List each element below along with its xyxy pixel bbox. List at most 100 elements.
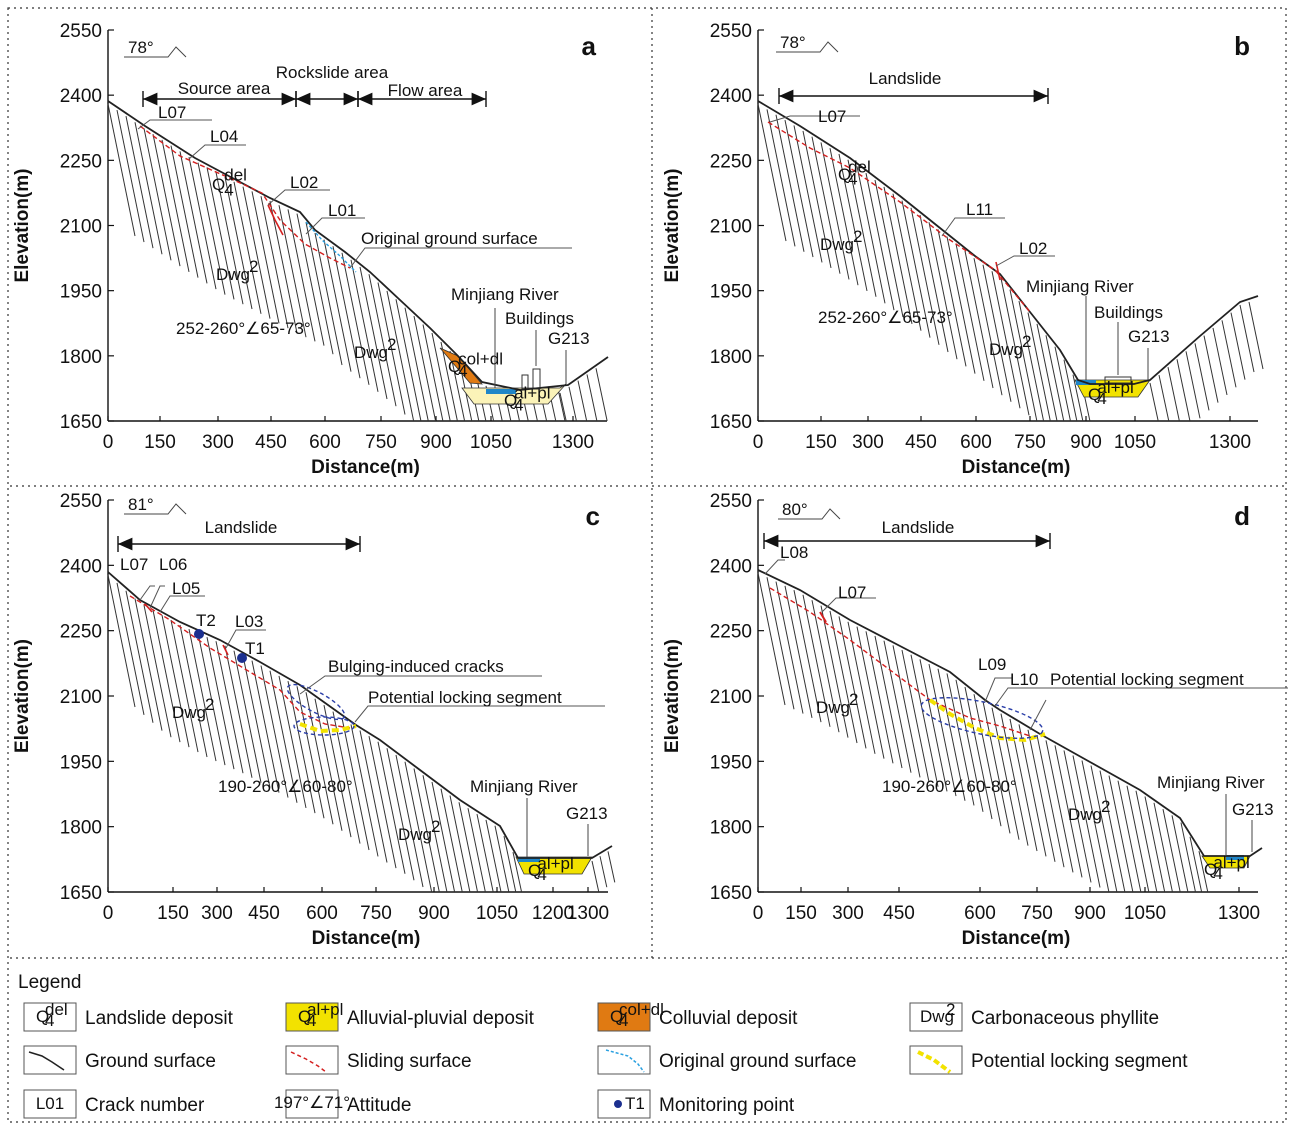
rock-hatch xyxy=(964,250,994,389)
legend-symbol-sub: 4 xyxy=(619,1011,628,1030)
rock-hatch xyxy=(485,819,502,893)
rock-hatch xyxy=(170,619,199,753)
crack-L09-leader xyxy=(984,677,1012,703)
rock-hatch xyxy=(1000,278,1030,416)
rock-hatch xyxy=(1090,765,1118,893)
rock-hatch xyxy=(233,181,262,314)
landslide-deposit-symbol-sub: 4 xyxy=(848,169,857,188)
rock-hatch xyxy=(197,162,226,295)
rock-hatch xyxy=(1203,335,1219,403)
rock-hatch xyxy=(919,214,949,353)
y-tick-label: 2550 xyxy=(710,21,752,42)
river-water xyxy=(486,389,516,394)
x-tick-label: 450 xyxy=(905,432,937,453)
locking-segment-ellipse xyxy=(293,716,355,736)
legend-swatch-crack-number xyxy=(23,1089,77,1119)
rock-hatch xyxy=(215,172,244,305)
rock-hatch xyxy=(1117,780,1142,893)
rock-hatch xyxy=(1099,770,1126,893)
legend-swatch-carbonaceous-phyllite xyxy=(909,1002,963,1032)
rock-hatch xyxy=(107,574,136,708)
locking-segment-label: Potential locking segment xyxy=(1050,670,1244,689)
rock-hatch xyxy=(928,663,957,797)
legend-item-potential-locking-segment: Potential locking segment xyxy=(917,1050,1188,1074)
rock-hatch xyxy=(838,616,867,749)
y-tick-label: 2100 xyxy=(710,217,752,238)
legend-swatch-colluvial-deposit xyxy=(597,1002,651,1032)
river-label: Minjiang River xyxy=(1026,277,1134,296)
rock-hatch xyxy=(829,148,859,286)
rock-hatch xyxy=(1063,750,1092,883)
rock-hatch xyxy=(883,186,913,324)
rock-hatch xyxy=(125,116,154,249)
road-label: G213 xyxy=(1128,327,1170,346)
rock-hatch xyxy=(1171,815,1189,893)
panel-letter: c xyxy=(586,501,600,531)
locking-segment-label-leader xyxy=(354,705,605,723)
legend-symbol-sup: 2 xyxy=(946,1000,955,1019)
landslide-label: Landslide xyxy=(882,518,955,537)
x-tick-label: 900 xyxy=(420,432,452,453)
legend-item-attitude: 197°∠71°Attitude xyxy=(274,1093,412,1116)
y-tick-label: 1650 xyxy=(60,412,102,433)
rock-hatch xyxy=(937,668,966,801)
crack-L01: L01 xyxy=(328,201,356,220)
alluvial-deposit-symbol-sup: al+pl xyxy=(1097,378,1133,397)
rock-hatch xyxy=(1221,320,1237,388)
rock-hatch xyxy=(1108,775,1134,893)
buildings-label: Buildings xyxy=(505,309,574,328)
legend-crack-symbol: L01 xyxy=(36,1094,64,1113)
y-tick-label: 1950 xyxy=(710,752,752,773)
attitude-label: 252-260°∠65-73° xyxy=(818,308,953,327)
legend-label-colluvial-deposit: Colluvial deposit xyxy=(659,1008,798,1029)
rock-hatch xyxy=(1239,304,1255,373)
rock-hatch xyxy=(901,200,931,338)
rock-hatch xyxy=(251,660,280,793)
rock-hatch xyxy=(982,701,1011,834)
y-tick-label: 2550 xyxy=(60,491,102,512)
crack-L05-leader xyxy=(159,595,205,613)
x-tick-label: 600 xyxy=(964,903,996,924)
x-tick-label: 450 xyxy=(883,903,915,924)
source-area-label: Source area xyxy=(178,79,271,98)
rock-hatch xyxy=(757,572,786,706)
rock-hatch xyxy=(242,655,271,788)
alluvial-deposit-symbol: Q xyxy=(528,861,541,880)
x-tick-label: 750 xyxy=(365,432,397,453)
rock-hatch xyxy=(242,186,271,319)
crack-L01-leader xyxy=(305,217,365,235)
rock-hatch xyxy=(1054,745,1083,878)
y-axis-title: Elevation(m) xyxy=(12,168,33,282)
rock-hatch xyxy=(1063,359,1078,422)
rock-hatch xyxy=(179,151,208,284)
crack-L02-leader xyxy=(995,255,1055,267)
rock-hatch xyxy=(161,139,190,272)
rock-hatch xyxy=(125,590,154,723)
phyllite-label-sup: 2 xyxy=(205,695,214,714)
x-tick-label: 150 xyxy=(805,432,837,453)
rock-hatch xyxy=(559,392,567,422)
rock-hatch xyxy=(793,590,822,723)
river-label: Minjiang River xyxy=(451,285,559,304)
rock-hatch xyxy=(359,266,388,400)
legend-label-ground-surface: Ground surface xyxy=(85,1051,216,1072)
x-tick-label: 1300 xyxy=(567,903,609,924)
rock-hatch xyxy=(955,243,985,381)
y-tick-label: 2250 xyxy=(60,622,102,643)
rock-hatch xyxy=(152,610,181,743)
crack-trace xyxy=(144,603,153,613)
bulging-cracks-label-leader xyxy=(299,675,542,695)
legend-item-ground-surface: Ground surface xyxy=(28,1051,216,1072)
road-label: G213 xyxy=(1232,800,1274,819)
y-tick-label: 2100 xyxy=(710,687,752,708)
phyllite-label-lower: Dwg xyxy=(398,825,432,844)
y-tick-label: 2400 xyxy=(710,556,752,577)
road-label: G213 xyxy=(548,329,590,348)
y-axis-title: Elevation(m) xyxy=(662,639,683,753)
legend-item-original-ground-surface: Original ground surface xyxy=(605,1049,857,1073)
panel-letter: d xyxy=(1234,501,1250,531)
